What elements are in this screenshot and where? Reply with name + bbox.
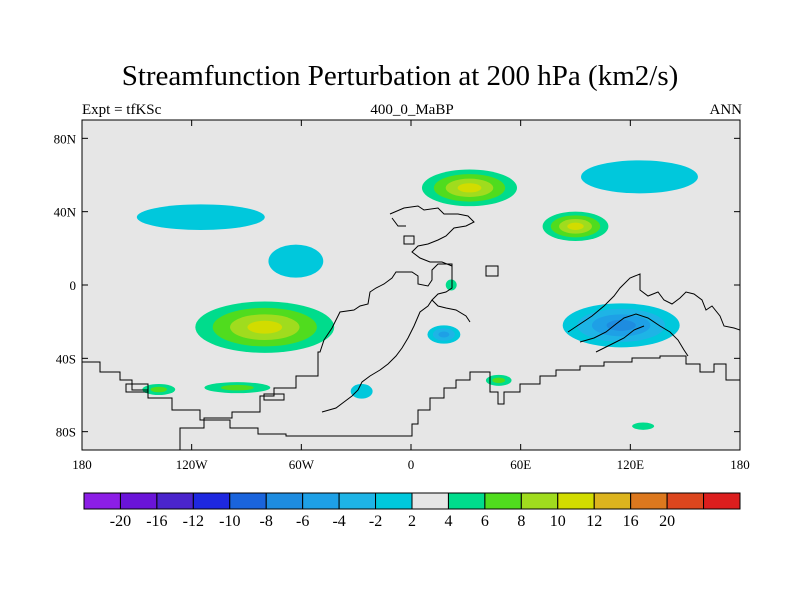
- colorbar-label: -4: [332, 513, 345, 530]
- colorbar-label: -6: [296, 513, 309, 530]
- colorbar-label: 8: [517, 513, 525, 530]
- contour-fill: [632, 422, 655, 430]
- colorbar-label: -10: [219, 513, 240, 530]
- experiment-label: Expt = tfKSc: [82, 102, 162, 118]
- colorbar-label: 16: [623, 513, 639, 530]
- contour-fill: [492, 377, 506, 384]
- coastline: [567, 273, 740, 333]
- colorbar-swatch: [302, 492, 340, 510]
- contour-fill: [136, 204, 265, 231]
- contour-fill: [268, 244, 324, 278]
- contour-fill: [150, 386, 167, 393]
- coastline: [485, 265, 499, 277]
- colorbar-label: -20: [110, 513, 131, 530]
- coastline: [391, 217, 406, 227]
- coastlines: [82, 205, 740, 450]
- colorbar-label: 10: [550, 513, 566, 530]
- colorbar-swatch: [593, 492, 632, 510]
- colorbar-swatch: [520, 492, 559, 510]
- y-tick-label: 40S: [56, 351, 76, 366]
- colorbar-swatch: [411, 492, 449, 510]
- contour-fill: [457, 183, 482, 193]
- coastline: [595, 325, 645, 353]
- colorbar-swatch: [484, 492, 522, 510]
- contour-fill: [247, 320, 283, 334]
- contour-fields: [136, 160, 698, 430]
- colorbar-swatch: [375, 492, 413, 510]
- chart-title: Streamfunction Perturbation at 200 hPa (…: [121, 60, 679, 92]
- contour-fill: [438, 331, 450, 338]
- contour-fill: [445, 279, 457, 291]
- period-label: 400_0_MaBP: [370, 102, 454, 118]
- colorbar-swatch: [229, 492, 267, 510]
- contour-fill: [580, 160, 698, 194]
- colorbar-swatch: [666, 492, 705, 510]
- colorbar-swatch: [119, 492, 158, 510]
- colorbar-label: -8: [260, 513, 273, 530]
- colorbar-swatch: [630, 492, 668, 510]
- y-tick-label: 40N: [54, 205, 77, 220]
- x-tick-label: 180: [72, 457, 92, 472]
- colorbar-label: -12: [183, 513, 204, 530]
- x-tick-label: 120W: [176, 457, 209, 472]
- axes: 180 120W 60W 0 60E 120E 180 80N 40N 0 40S 80S: [54, 120, 750, 472]
- colorbar-label: 2: [408, 513, 416, 530]
- coastline: [125, 383, 149, 393]
- x-tick-label: 180: [730, 457, 750, 472]
- coastline: [579, 313, 689, 357]
- coastline: [389, 205, 475, 267]
- x-tick-label: 120E: [617, 457, 645, 472]
- colorbar-swatch: [265, 492, 304, 510]
- x-tick-label: 60E: [510, 457, 531, 472]
- colorbar-swatch: [156, 492, 194, 510]
- coastline: [263, 393, 285, 401]
- y-tick-label: 80S: [56, 425, 76, 440]
- colorbar-label: 6: [481, 513, 489, 530]
- colorbar-label: -2: [369, 513, 382, 530]
- colorbar-swatch: [192, 492, 231, 510]
- contour-fill: [606, 319, 636, 331]
- colorbar-label: -16: [146, 513, 167, 530]
- season-label: ANN: [709, 102, 743, 118]
- coastline: [179, 263, 453, 450]
- coastline: [431, 299, 471, 323]
- colorbar-swatch: [557, 492, 595, 510]
- contour-fill: [220, 384, 254, 391]
- y-tick-label: 0: [70, 278, 77, 293]
- colorbar-swatch: [447, 492, 486, 510]
- colorbar-label: 4: [444, 513, 452, 530]
- contour-fill: [350, 384, 373, 399]
- colorbar-swatch: [703, 492, 741, 510]
- x-tick-label: 60W: [289, 457, 315, 472]
- contour-fill: [567, 222, 584, 230]
- colorbar-label: 20: [659, 513, 675, 530]
- colorbar-swatch: [338, 492, 377, 510]
- colorbar-label: 12: [586, 513, 602, 530]
- colorbar: -20 -16 -12 -10 -8 -6 -4 -2 2 4 6 8 10 12 16 20: [83, 492, 741, 530]
- coastline: [403, 235, 415, 245]
- colorbar-swatch: [83, 492, 121, 510]
- coastline: [82, 355, 740, 437]
- x-tick-label: 0: [408, 457, 415, 472]
- y-tick-label: 80N: [54, 131, 77, 146]
